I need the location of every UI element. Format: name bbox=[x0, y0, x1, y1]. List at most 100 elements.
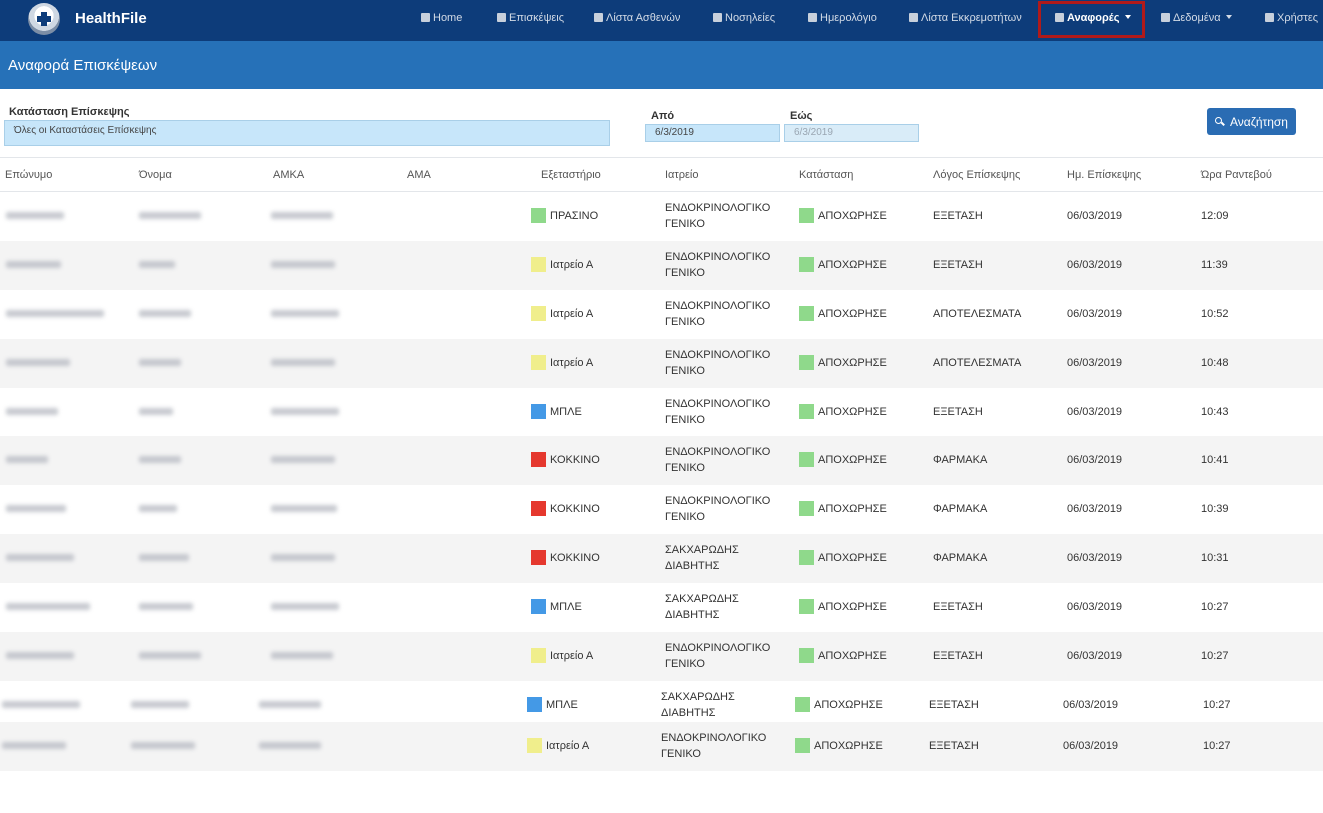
column-header-name[interactable]: Όνομα bbox=[139, 169, 172, 181]
redacted-amka bbox=[271, 408, 339, 415]
redacted-first-name bbox=[139, 212, 201, 219]
clinic-name-line1: ΕΝΔΟΚΡΙΝΟΛΟΓΙΚΟ bbox=[665, 398, 771, 410]
column-header-exam-room[interactable]: Εξεταστήριο bbox=[541, 169, 601, 181]
exam-room-label: Ιατρείο Α bbox=[546, 740, 590, 752]
redacted-amka bbox=[271, 603, 339, 610]
table-row[interactable]: Ιατρείο Α ΕΝΔΟΚΡΙΝΟΛΟΓΙΚΟ ΓΕΝΙΚΟ ΑΠΟΧΩΡΗΣΕ Ε… bbox=[0, 241, 1323, 290]
nav-item-users[interactable]: Χρήστες bbox=[1265, 12, 1318, 24]
redacted-first-name bbox=[139, 554, 189, 561]
table-row[interactable]: ΜΠΛΕ ΣΑΚΧΑΡΩΔΗΣ ΔΙΑΒΗΤΗΣ ΑΠΟΧΩΡΗΣΕ ΕΞΕΤΑΣΗ 06… bbox=[0, 583, 1323, 632]
exam-room-color-swatch bbox=[531, 306, 546, 321]
status-label: ΑΠΟΧΩΡΗΣΕ bbox=[818, 650, 887, 662]
exam-room-label: Ιατρείο Α bbox=[550, 259, 594, 271]
brand-name[interactable]: HealthFile bbox=[75, 10, 147, 27]
nav-item-pending[interactable]: Λίστα Εκκρεμοτήτων bbox=[909, 12, 1022, 24]
database-icon bbox=[1161, 13, 1170, 22]
clinic-name-line1: ΕΝΔΟΚΡΙΝΟΛΟΓΙΚΟ bbox=[665, 642, 771, 654]
healthfile-logo-icon[interactable] bbox=[28, 3, 60, 35]
caret-down-icon bbox=[1225, 15, 1232, 19]
exam-room-color-swatch bbox=[531, 452, 546, 467]
column-header-appointment-time[interactable]: Ώρα Ραντεβού bbox=[1201, 169, 1272, 181]
column-header-visit-date[interactable]: Ημ. Επίσκεψης bbox=[1067, 169, 1142, 181]
from-date-input[interactable]: 6/3/2019 bbox=[645, 124, 780, 142]
visit-date: 06/03/2019 bbox=[1067, 503, 1123, 515]
status-color-swatch bbox=[799, 452, 814, 467]
clinic-name-line1: ΕΝΔΟΚΡΙΝΟΛΟΓΙΚΟ bbox=[665, 495, 771, 507]
user-icon bbox=[594, 13, 603, 22]
table-row[interactable]: Ιατρείο Α ΕΝΔΟΚΡΙΝΟΛΟΓΙΚΟ ΓΕΝΙΚΟ ΑΠΟΧΩΡΗΣΕ Α… bbox=[0, 290, 1323, 339]
table-row[interactable]: ΜΠΛΕ ΣΑΚΧΑΡΩΔΗΣ ΔΙΑΒΗΤΗΣ ΑΠΟΧΩΡΗΣΕ ΕΞΕΤΑΣΗ 06… bbox=[0, 681, 1323, 730]
hospital-icon bbox=[713, 13, 722, 22]
caret-down-icon bbox=[1124, 15, 1131, 19]
nav-item-calendar[interactable]: Ημερολόγιο bbox=[808, 12, 877, 24]
status-color-swatch bbox=[799, 208, 814, 223]
visit-reason: ΕΞΕΤΑΣΗ bbox=[933, 650, 983, 662]
redacted-first-name bbox=[139, 408, 173, 415]
to-date-input[interactable]: 6/3/2019 bbox=[784, 124, 919, 142]
status-filter-label: Κατάσταση Επίσκεψης bbox=[9, 106, 130, 118]
visit-date: 06/03/2019 bbox=[1067, 650, 1123, 662]
table-header-bottom-border bbox=[0, 191, 1323, 192]
clinic-name-line2: ΓΕΝΙΚΟ bbox=[665, 267, 705, 279]
redacted-first-name bbox=[139, 652, 201, 659]
table-row[interactable]: ΚΟΚΚΙΝΟ ΕΝΔΟΚΡΙΝΟΛΟΓΙΚΟ ΓΕΝΙΚΟ ΑΠΟΧΩΡΗΣΕ ΦΑΡ… bbox=[0, 485, 1323, 534]
appointment-time: 10:43 bbox=[1201, 406, 1229, 418]
visit-date: 06/03/2019 bbox=[1067, 308, 1123, 320]
visit-reason: ΦΑΡΜΑΚΑ bbox=[933, 503, 988, 515]
table-row[interactable]: ΠΡΑΣΙΝΟ ΕΝΔΟΚΡΙΝΟΛΟΓΙΚΟ ΓΕΝΙΚΟ ΑΠΟΧΩΡΗΣΕ ΕΞΕ… bbox=[0, 192, 1323, 241]
building-icon bbox=[421, 13, 430, 22]
appointment-time: 10:31 bbox=[1201, 552, 1229, 564]
clinic-name-line1: ΣΑΚΧΑΡΩΔΗΣ bbox=[661, 691, 735, 703]
appointment-time: 12:09 bbox=[1201, 210, 1229, 222]
nav-item-visits[interactable]: Επισκέψεις bbox=[497, 12, 564, 24]
status-label: ΑΠΟΧΩΡΗΣΕ bbox=[818, 601, 887, 613]
clinic-name-line2: ΓΕΝΙΚΟ bbox=[665, 511, 705, 523]
column-header-amka[interactable]: ΑΜΚΑ bbox=[273, 169, 305, 181]
table-row[interactable]: Ιατρείο Α ΕΝΔΟΚΡΙΝΟΛΟΓΙΚΟ ΓΕΝΙΚΟ ΑΠΟΧΩΡΗΣΕ Ε… bbox=[0, 632, 1323, 681]
exam-room-color-swatch bbox=[531, 501, 546, 516]
clinic-name-line2: ΓΕΝΙΚΟ bbox=[665, 414, 705, 426]
redacted-surname bbox=[6, 652, 74, 659]
redacted-amka bbox=[259, 742, 321, 749]
exam-room-label: ΜΠΛΕ bbox=[550, 601, 582, 613]
clinic-name-line2: ΓΕΝΙΚΟ bbox=[665, 218, 705, 230]
redacted-amka bbox=[271, 359, 335, 366]
redacted-amka bbox=[271, 505, 337, 512]
table-row[interactable]: ΚΟΚΚΙΝΟ ΕΝΔΟΚΡΙΝΟΛΟΓΙΚΟ ΓΕΝΙΚΟ ΑΠΟΧΩΡΗΣΕ ΦΑΡ… bbox=[0, 436, 1323, 485]
table-row[interactable]: ΚΟΚΚΙΝΟ ΣΑΚΧΑΡΩΔΗΣ ΔΙΑΒΗΤΗΣ ΑΠΟΧΩΡΗΣΕ ΦΑΡΜΑΚ… bbox=[0, 534, 1323, 583]
nav-item-patients[interactable]: Λίστα Ασθενών bbox=[594, 12, 680, 24]
column-header-status[interactable]: Κατάσταση bbox=[799, 169, 854, 181]
column-header-clinic[interactable]: Ιατρείο bbox=[665, 169, 699, 181]
nav-item-reports[interactable]: Αναφορές bbox=[1055, 12, 1131, 24]
column-header-surname[interactable]: Επώνυμο bbox=[5, 169, 53, 181]
to-date-label: Εώς bbox=[790, 110, 813, 122]
exam-room-label: ΜΠΛΕ bbox=[546, 699, 578, 711]
clinic-name-line2: ΓΕΝΙΚΟ bbox=[665, 365, 705, 377]
column-header-ama[interactable]: ΑΜΑ bbox=[407, 169, 431, 181]
nav-item-data[interactable]: Δεδομένα bbox=[1161, 12, 1232, 24]
status-color-swatch bbox=[795, 738, 810, 753]
table-row[interactable]: ΜΠΛΕ ΕΝΔΟΚΡΙΝΟΛΟΓΙΚΟ ΓΕΝΙΚΟ ΑΠΟΧΩΡΗΣΕ ΕΞΕΤΑΣ… bbox=[0, 388, 1323, 437]
nav-item-home[interactable]: Home bbox=[421, 12, 462, 24]
exam-room-label: ΚΟΚΚΙΝΟ bbox=[550, 454, 600, 466]
visit-reason: ΕΞΕΤΑΣΗ bbox=[929, 699, 979, 711]
status-color-swatch bbox=[799, 306, 814, 321]
table-row[interactable]: Ιατρείο Α ΕΝΔΟΚΡΙΝΟΛΟΓΙΚΟ ΓΕΝΙΚΟ ΑΠΟΧΩΡΗΣΕ Ε… bbox=[0, 722, 1323, 771]
status-label: ΑΠΟΧΩΡΗΣΕ bbox=[818, 259, 887, 271]
column-header-reason[interactable]: Λόγος Επίσκεψης bbox=[933, 169, 1021, 181]
table-row[interactable]: Ιατρείο Α ΕΝΔΟΚΡΙΝΟΛΟΓΙΚΟ ΓΕΝΙΚΟ ΑΠΟΧΩΡΗΣΕ Α… bbox=[0, 339, 1323, 388]
status-select[interactable]: Όλες οι Καταστάσεις Επίσκεψης bbox=[4, 120, 610, 146]
redacted-first-name bbox=[131, 701, 189, 708]
status-label: ΑΠΟΧΩΡΗΣΕ bbox=[818, 357, 887, 369]
status-color-swatch bbox=[799, 257, 814, 272]
search-icon bbox=[1055, 13, 1064, 22]
visit-reason: ΕΞΕΤΑΣΗ bbox=[933, 601, 983, 613]
visit-date: 06/03/2019 bbox=[1063, 699, 1119, 711]
clinic-name-line2: ΓΕΝΙΚΟ bbox=[665, 462, 705, 474]
nav-item-hospitalizations[interactable]: Νοσηλείες bbox=[713, 12, 775, 24]
search-button[interactable]: Αναζήτηση bbox=[1207, 108, 1296, 135]
visit-date: 06/03/2019 bbox=[1067, 454, 1123, 466]
status-label: ΑΠΟΧΩΡΗΣΕ bbox=[818, 308, 887, 320]
clinic-name-line1: ΕΝΔΟΚΡΙΝΟΛΟΓΙΚΟ bbox=[665, 300, 771, 312]
redacted-surname bbox=[6, 456, 48, 463]
